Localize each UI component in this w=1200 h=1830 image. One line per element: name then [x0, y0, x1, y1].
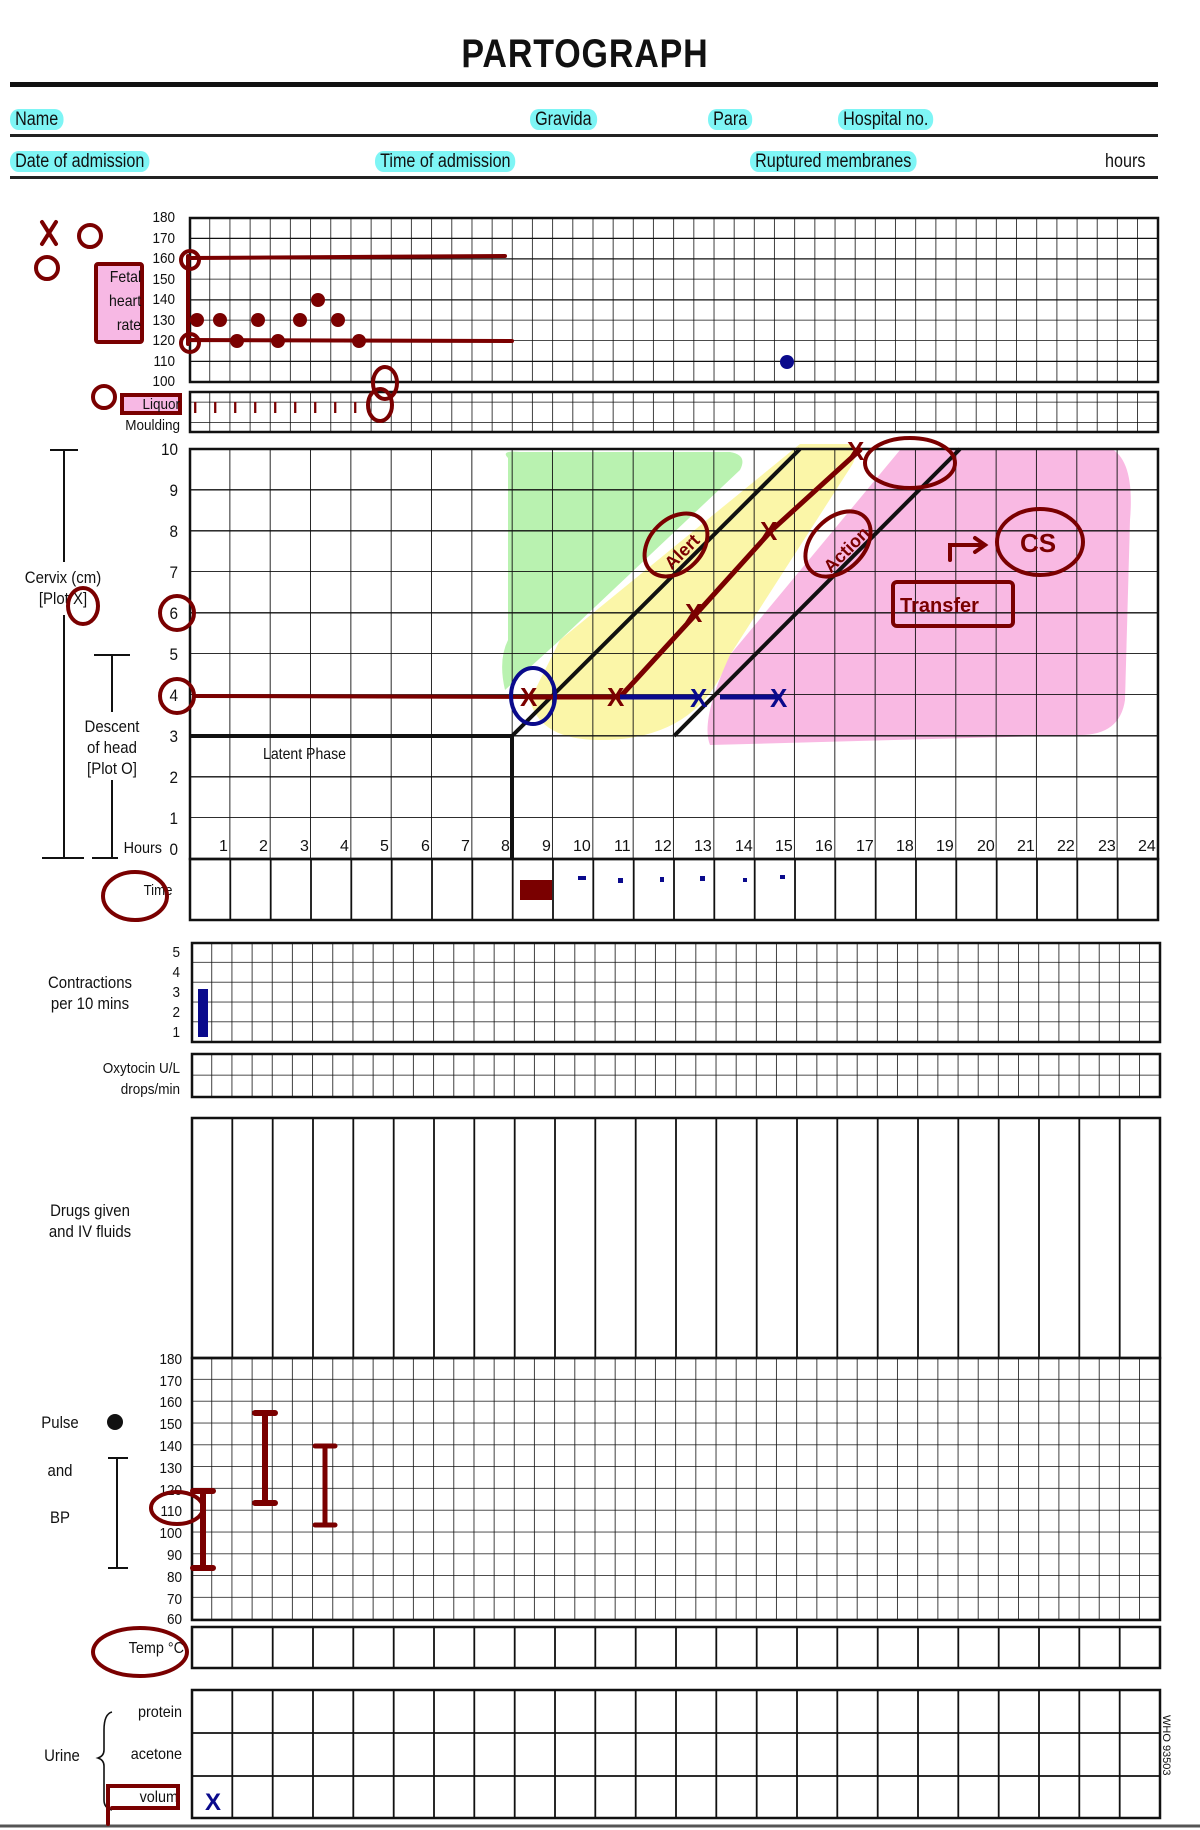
- pulse-label: Pulse: [41, 1413, 79, 1432]
- hours-label: hours: [1105, 151, 1146, 172]
- svg-text:I: I: [313, 400, 317, 417]
- hours-axis-label: Hours: [123, 840, 162, 857]
- time-label: Time: [143, 882, 173, 899]
- action-zone: [707, 448, 1131, 745]
- svg-text:X: X: [520, 682, 538, 712]
- hospital-no-field-label: Hospital no.: [838, 109, 934, 131]
- temp-label: Temp °C: [128, 1640, 184, 1657]
- svg-text:I: I: [213, 400, 217, 417]
- header-row2-line[interactable]: [10, 176, 1158, 179]
- form-code: WHO 93503: [1160, 1715, 1172, 1776]
- and-label: and: [47, 1461, 73, 1480]
- fhr-label: Fetal heart rate: [109, 269, 142, 334]
- ruptured-membranes-label: Ruptured membranes: [750, 151, 917, 173]
- svg-text:X: X: [760, 516, 778, 546]
- header-row1-line[interactable]: [10, 134, 1158, 137]
- bp-label: BP: [50, 1508, 70, 1527]
- active-phase-zone: [502, 451, 743, 690]
- svg-text:X: X: [690, 683, 708, 713]
- drugs-label: Drugs given and IV fluids: [48, 1201, 132, 1241]
- svg-text:I: I: [273, 400, 277, 417]
- urine-label: Urine: [44, 1746, 80, 1765]
- svg-text:I: I: [353, 400, 357, 417]
- title-divider: [10, 82, 1158, 87]
- moulding-label: Moulding: [125, 417, 180, 434]
- pulse-dot-icon: [107, 1414, 123, 1430]
- alert-zone: [530, 444, 856, 740]
- fhr-label-highlight: [94, 262, 144, 344]
- svg-text:X: X: [607, 682, 625, 712]
- name-field-label: Name: [10, 109, 64, 131]
- descent-label: Descent of head [Plot O]: [84, 717, 140, 778]
- time-of-admission-label: Time of admission: [375, 151, 516, 173]
- gravida-field-label: Gravida: [530, 109, 597, 131]
- svg-text:I: I: [253, 400, 257, 417]
- transfer-annotation: Transfer: [900, 595, 979, 617]
- cervix-label: Cervix (cm) [Plot X]: [24, 568, 102, 608]
- page-title: PARTOGRAPH: [461, 32, 709, 76]
- liquor-label-highlight: [120, 393, 182, 415]
- oxytocin-label: Oxytocin U/L drops/min: [102, 1060, 180, 1098]
- svg-text:X: X: [770, 683, 788, 713]
- urine-protein-label: protein: [137, 1704, 182, 1721]
- liquor-label: Liquor: [142, 396, 180, 413]
- para-field-label: Para: [708, 109, 753, 131]
- active-phase-label: Active Phase: [523, 460, 606, 477]
- svg-text:I: I: [233, 400, 237, 417]
- date-of-admission-label: Date of admission: [10, 151, 150, 173]
- svg-text:I: I: [193, 400, 197, 417]
- svg-text:I: I: [293, 400, 297, 417]
- action-annotation: Action: [820, 523, 874, 577]
- svg-text:I: I: [333, 400, 337, 417]
- cs-annotation: CS: [1020, 528, 1056, 558]
- urine-acetone-label: acetone: [130, 1746, 182, 1763]
- svg-text:X: X: [205, 1789, 221, 1816]
- svg-text:X: X: [685, 598, 703, 628]
- urine-volume-label: volum: [139, 1789, 178, 1806]
- latent-phase-label: Latent Phase: [263, 746, 346, 763]
- contractions-label: Contractions per 10 mins: [48, 973, 132, 1013]
- svg-text:X: X: [847, 436, 865, 466]
- alert-annotation: Alert: [660, 530, 703, 573]
